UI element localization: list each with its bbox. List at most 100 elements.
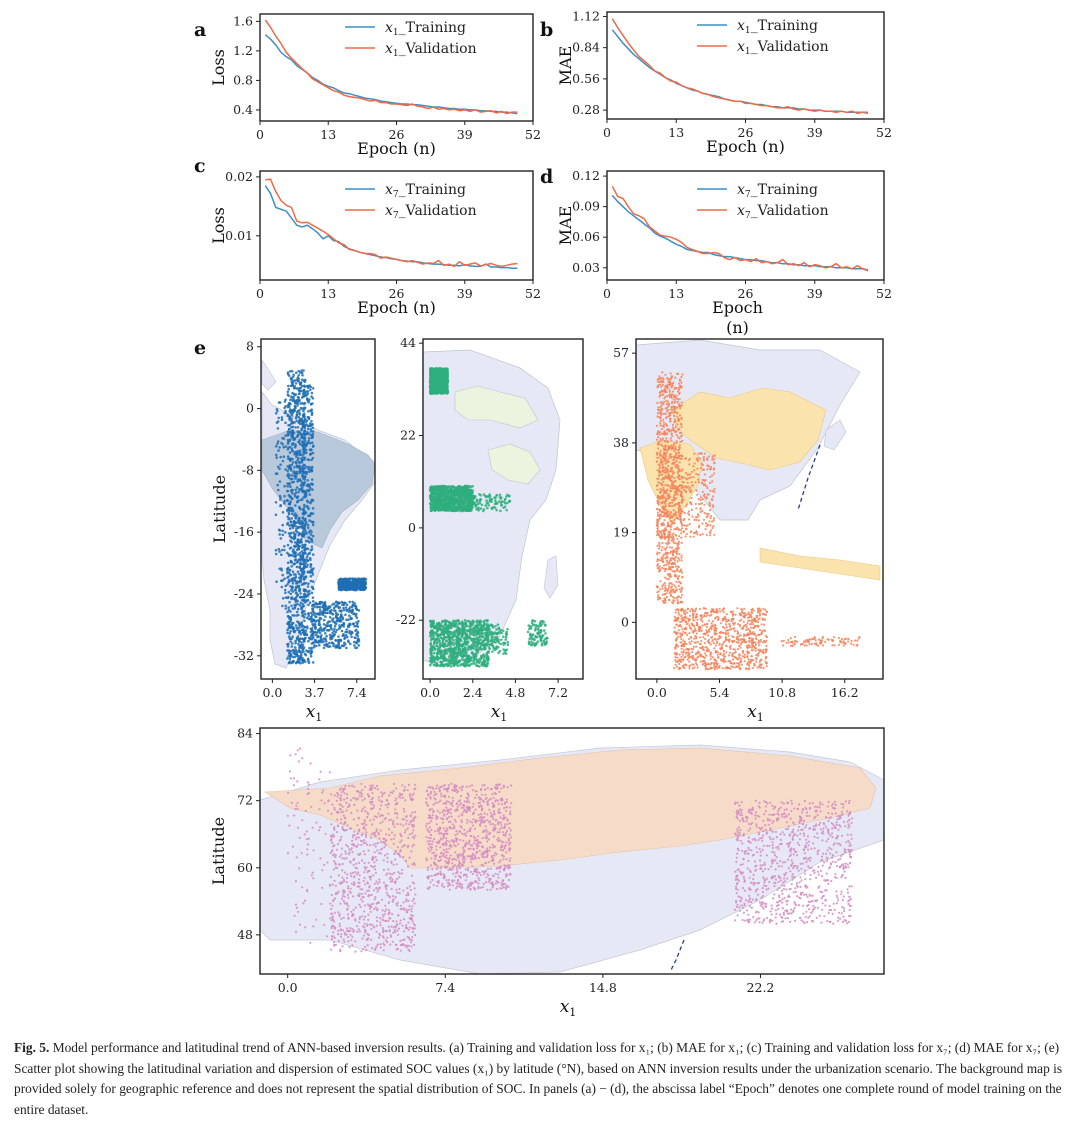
x-tick-label: 13 [668, 125, 684, 140]
data-point [428, 502, 432, 505]
data-point [293, 438, 297, 441]
data-point [503, 505, 507, 509]
data-point [299, 561, 302, 564]
x-tick-label: 52 [525, 127, 541, 142]
data-point [304, 613, 307, 616]
data-point [345, 646, 348, 650]
data-point [344, 613, 347, 617]
data-point [276, 465, 280, 469]
data-point [298, 631, 301, 634]
x-tick-label: 0 [256, 286, 264, 301]
data-point [460, 658, 464, 661]
data-point [432, 486, 436, 490]
data-point [281, 459, 285, 463]
data-point [286, 645, 290, 648]
data-point [437, 370, 441, 373]
data-point [286, 430, 290, 434]
data-point [290, 560, 293, 563]
data-point [275, 421, 279, 424]
japan-outline [823, 419, 847, 451]
data-point [294, 382, 298, 385]
data-point [449, 665, 453, 668]
data-point [299, 601, 303, 605]
data-point [463, 619, 467, 622]
data-point [291, 435, 295, 438]
data-point [294, 401, 298, 404]
data-point [304, 588, 308, 592]
data-point [429, 657, 433, 660]
data-point [310, 650, 314, 653]
data-point [311, 607, 314, 610]
data-point [355, 632, 359, 636]
data-point [438, 502, 442, 506]
data-point [357, 619, 360, 623]
data-point [298, 565, 302, 569]
data-point [300, 488, 304, 492]
data-point [355, 580, 358, 583]
data-point [461, 491, 465, 495]
data-point [503, 498, 507, 501]
data-point [430, 494, 434, 498]
data-point [296, 458, 300, 462]
data-point [444, 662, 448, 666]
data-point [443, 485, 447, 489]
data-point [332, 602, 336, 605]
data-point [304, 547, 308, 550]
data-point [300, 407, 304, 411]
data-point [309, 565, 312, 569]
data-point [305, 431, 309, 434]
data-point [455, 508, 458, 511]
data-point [298, 551, 302, 555]
data-point [472, 657, 476, 661]
data-point [308, 646, 311, 650]
data-point [429, 383, 432, 387]
data-point [451, 635, 455, 638]
data-point [311, 507, 315, 510]
data-point [461, 509, 464, 513]
data-point [445, 652, 449, 655]
data-point [466, 619, 469, 623]
data-point [306, 399, 309, 402]
data-point [291, 607, 295, 610]
data-point [294, 426, 297, 429]
data-point [460, 620, 464, 623]
data-point [303, 592, 307, 596]
data-point [297, 377, 301, 381]
data-point [293, 605, 297, 608]
data-point [283, 545, 286, 548]
data-point [303, 503, 306, 507]
data-point [445, 372, 449, 376]
data-point [332, 644, 335, 648]
data-point [302, 522, 305, 525]
data-point [291, 635, 295, 638]
data-point [441, 378, 445, 382]
series-line-x7_Validation [611, 185, 869, 272]
data-point [310, 391, 314, 395]
data-point [303, 506, 306, 509]
data-point [296, 395, 300, 399]
data-point [494, 496, 497, 500]
data-point [291, 614, 295, 617]
data-point [301, 508, 305, 511]
data-point [470, 651, 474, 655]
data-point [296, 500, 299, 504]
data-point [478, 500, 482, 503]
data-point [468, 495, 471, 498]
data-point [307, 410, 310, 413]
data-point [299, 654, 302, 658]
data-point [499, 501, 503, 505]
data-point [332, 617, 335, 620]
data-point [288, 623, 292, 627]
data-point [288, 568, 292, 572]
data-point [482, 508, 486, 511]
data-point [296, 580, 299, 583]
data-point [324, 632, 327, 635]
data-point [297, 399, 301, 403]
data-point [312, 444, 315, 448]
data-point [300, 469, 304, 473]
data-point [333, 627, 336, 631]
data-point [305, 625, 309, 628]
data-point [328, 633, 332, 637]
data-point [303, 551, 307, 555]
data-point [442, 658, 446, 662]
